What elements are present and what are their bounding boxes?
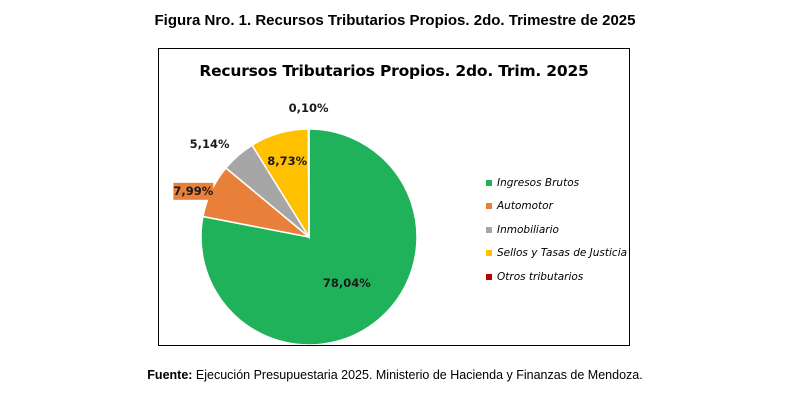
data-label-box-sellos-y-tasas-de-justicia — [267, 153, 308, 171]
data-label-sellos-y-tasas-de-justicia: 8,73% — [267, 154, 307, 168]
source-text: Ejecución Presupuestaria 2025. Ministeri… — [192, 368, 643, 382]
source-note: Fuente: Ejecución Presupuestaria 2025. M… — [0, 368, 790, 382]
data-label-otros-tributarios: 0,10% — [289, 101, 329, 115]
legend-item-inmobiliario: Inmobiliario — [486, 218, 626, 242]
data-label-inmobiliario: 5,14% — [190, 137, 230, 151]
chart-title: Recursos Tributarios Propios. 2do. Trim.… — [199, 62, 589, 80]
legend-item-sellos-y-tasas-de-justicia: Sellos y Tasas de Justicia — [486, 242, 628, 266]
legend-label: Ingresos Brutos — [497, 176, 580, 189]
legend-label: Sellos y Tasas de Justicia — [497, 247, 628, 260]
data-label-ingresos-brutos: 78,04% — [323, 276, 371, 290]
figure-title: Figura Nro. 1. Recursos Tributarios Prop… — [154, 12, 636, 29]
legend-swatch — [486, 273, 492, 280]
legend-label: Inmobiliario — [497, 223, 559, 236]
legend-swatch — [486, 179, 492, 186]
legend-item-automotor: Automotor — [486, 195, 626, 219]
pie-slice-otros-tributarios — [307, 128, 310, 238]
pie-chart: 78,04% 7,99% 5,14% 8,73% 0,10% — [173, 101, 418, 345]
source-label: Fuente: — [147, 368, 193, 382]
legend-item-ingresos-brutos: Ingresos Brutos — [486, 171, 626, 195]
chart-container: Recursos Tributarios Propios. 2do. Trim.… — [158, 48, 630, 346]
legend-label: Otros tributarios — [497, 270, 584, 283]
legend-label: Automotor — [497, 200, 553, 213]
data-label-automotor: 7,99% — [173, 184, 213, 198]
legend-swatch — [486, 250, 492, 257]
data-label-box-automotor — [173, 182, 214, 200]
legend: Ingresos Brutos Automotor Inmobiliario Sell… — [486, 171, 628, 289]
legend-item-otros-tributarios: Otros tributarios — [486, 265, 626, 289]
legend-swatch — [486, 226, 492, 233]
legend-swatch — [486, 203, 492, 210]
